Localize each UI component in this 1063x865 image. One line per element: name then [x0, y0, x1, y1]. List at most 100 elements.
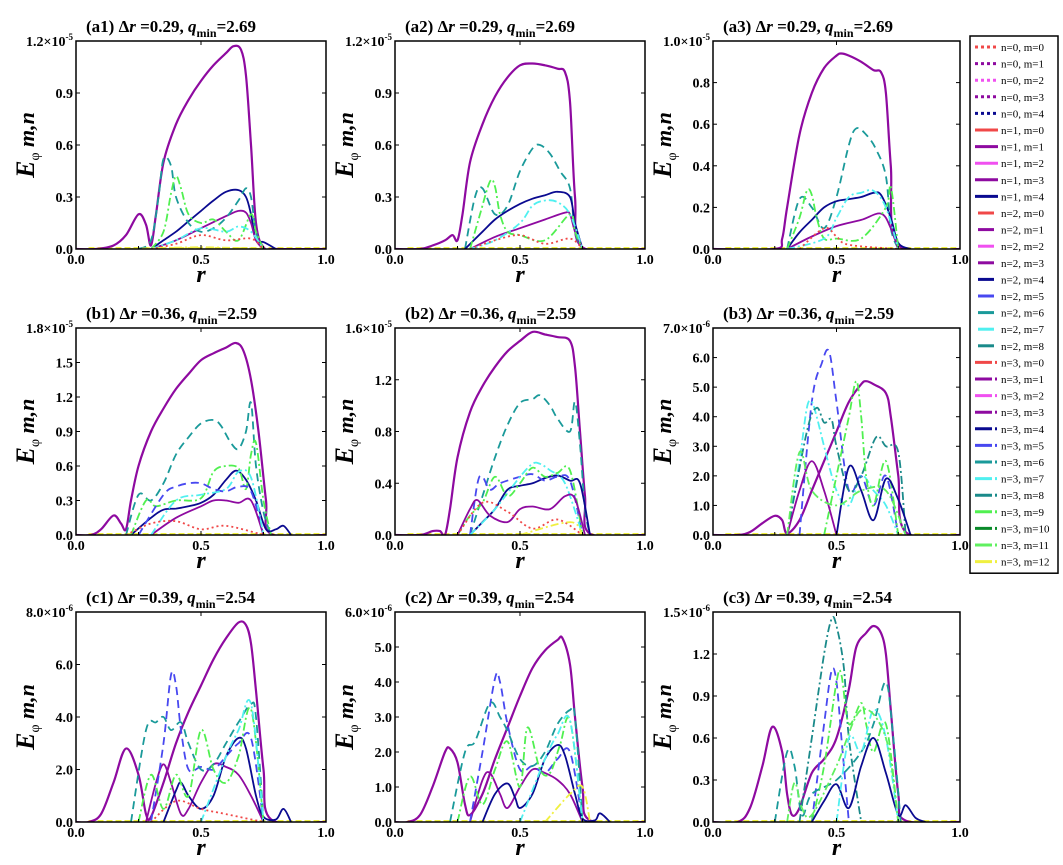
legend-label: n=2, m=8 — [1001, 341, 1044, 353]
series-line-n-2-m-5 — [137, 481, 265, 535]
y-top-mantissa: 1.6×10 — [345, 322, 384, 337]
panel-a1: (a1) Δr =0.29, qmin=2.690.0 0.5 1.00.00.30… — [11, 17, 335, 288]
legend-label: n=1, m=0 — [1001, 125, 1044, 137]
y-tick-label: 3.0 — [693, 440, 711, 455]
delta-r-symbol: r — [448, 17, 455, 36]
series-line-n-3-m-7 — [150, 469, 265, 535]
q-symbol: q — [825, 17, 834, 36]
y-tick-label: 1.2 — [375, 374, 393, 389]
q-symbol: q — [187, 588, 196, 607]
series-line-n-2-m-6 — [786, 127, 900, 249]
series-line-n-3-m-12 — [544, 784, 591, 822]
legend-item: n=1, m=3 — [975, 175, 1044, 187]
delta-r-symbol: r — [128, 588, 135, 607]
q-symbol: q — [189, 304, 198, 323]
legend-label: n=3, m=4 — [1001, 424, 1044, 436]
x-tick-label: 0.5 — [511, 539, 529, 554]
series-line-n-0-m-0 — [125, 519, 264, 535]
y-label-subscript: φ — [28, 152, 43, 160]
legend-label: n=3, m=8 — [1001, 490, 1044, 502]
series-group — [76, 341, 326, 535]
series-line-n-3-m-7 — [786, 399, 900, 535]
legend-item: n=2, m=7 — [978, 324, 1044, 336]
legend-label: n=3, m=9 — [1001, 507, 1044, 519]
plot-frame — [712, 40, 961, 250]
legend-item: n=2, m=3 — [978, 258, 1044, 270]
y-label-main: E — [11, 161, 40, 179]
y-tick-label: 5.0 — [693, 381, 711, 396]
series-line-n-1-m-4 — [786, 191, 911, 249]
y-label-main: E — [11, 733, 40, 751]
x-tick-label: 0.0 — [67, 826, 85, 841]
legend-label: n=0, m=0 — [1001, 42, 1044, 54]
q-min-value: =2.69 — [854, 17, 893, 36]
legend-item: n=3, m=11 — [975, 540, 1049, 552]
y-tick-label: 6.0 — [56, 659, 74, 674]
x-tick-label: 1.0 — [636, 539, 654, 554]
y-tick-label: 0.0 — [56, 816, 74, 831]
legend-item: n=2, m=6 — [978, 308, 1044, 320]
panel-c3: (c3) Δr =0.39, qmin=2.540.0 0.5 1.00.00.30… — [648, 588, 969, 861]
y-label-subscript: φ — [28, 439, 43, 447]
q-subscript: min — [516, 26, 536, 40]
y-tick-label: 1.2 — [56, 391, 74, 406]
q-subscript: min — [198, 313, 218, 327]
y-label-main: E — [648, 161, 677, 179]
q-symbol: q — [824, 588, 833, 607]
y-top-mantissa: 1.2×10 — [26, 35, 65, 50]
y-top-exponent: -5 — [66, 319, 74, 329]
legend-item: n=3, m=0 — [975, 357, 1044, 369]
y-tick-label: 0.3 — [375, 191, 393, 206]
q-min-value: =2.54 — [216, 588, 256, 607]
q-subscript: min — [515, 597, 535, 611]
x-tick-label: 0.5 — [828, 253, 846, 268]
y-tick-label: 0.0 — [375, 243, 393, 258]
y-tick-label: 6.0 — [693, 352, 711, 367]
y-top-exponent: -6 — [66, 603, 74, 613]
q-symbol: q — [188, 17, 197, 36]
plot-frame — [394, 40, 646, 250]
y-label-subscript: φ — [347, 439, 362, 447]
plot-frame — [75, 40, 327, 250]
plot-frame — [394, 327, 646, 536]
y-label-suffix: m,n — [333, 399, 358, 439]
panel-tag: (a1) Δ — [86, 17, 130, 36]
series-line-n-1-m-4 — [481, 744, 611, 822]
legend-label: n=3, m=1 — [1001, 374, 1044, 386]
legend: n=0, m=0 n=0, m=1 n=0, m=2 n=0, m=3 n=0, m=4… — [969, 35, 1059, 574]
series-line-n-3-m-11 — [786, 450, 907, 535]
x-tick-label: 0.5 — [192, 253, 210, 268]
x-axis-label: r — [832, 835, 842, 861]
legend-label: n=3, m=7 — [1001, 474, 1044, 486]
series-line-n-1-m-3 — [456, 493, 586, 535]
y-label-subscript: φ — [347, 724, 362, 732]
x-tick-label: 0.5 — [511, 826, 529, 841]
y-label-subscript: φ — [347, 152, 362, 160]
y-label-suffix: m,n — [651, 399, 676, 439]
series-line-n-2-m-6 — [469, 394, 591, 535]
series-line-n-3-m-7 — [519, 714, 584, 822]
delta-r-symbol: r — [129, 17, 136, 36]
x-tick-label: 0.0 — [704, 826, 722, 841]
series-line-n-1-m-3 — [145, 762, 265, 822]
legend-item: n=0, m=3 — [975, 92, 1044, 104]
series-group — [713, 348, 960, 535]
y-tick-label: 0.3 — [56, 191, 74, 206]
y-top-label: 1.6×10-5 — [345, 319, 392, 337]
series-line-n-1-m-3 — [150, 497, 265, 535]
delta-r-symbol: r — [130, 304, 137, 323]
series-line-n-3-m-9 — [823, 380, 900, 535]
panel-title: (c2) Δr =0.39, qmin=2.54 — [405, 588, 575, 611]
series-line-n-1-m-1 — [713, 380, 960, 535]
y-axis-label: Eφ m,n — [330, 399, 362, 466]
y-tick-label: 1.0 — [693, 499, 711, 514]
series-line-n-1-m-1 — [76, 341, 326, 535]
q-min-value: =2.59 — [218, 304, 257, 323]
series-line-n-0-m-0 — [150, 799, 264, 822]
x-tick-label: 1.0 — [317, 539, 335, 554]
y-label-main: E — [11, 447, 40, 465]
y-tick-label: 0.8 — [375, 426, 393, 441]
delta-r-value: =0.39, — [772, 588, 824, 607]
delta-r-symbol: r — [765, 588, 772, 607]
y-tick-label: 0.4 — [375, 477, 393, 492]
